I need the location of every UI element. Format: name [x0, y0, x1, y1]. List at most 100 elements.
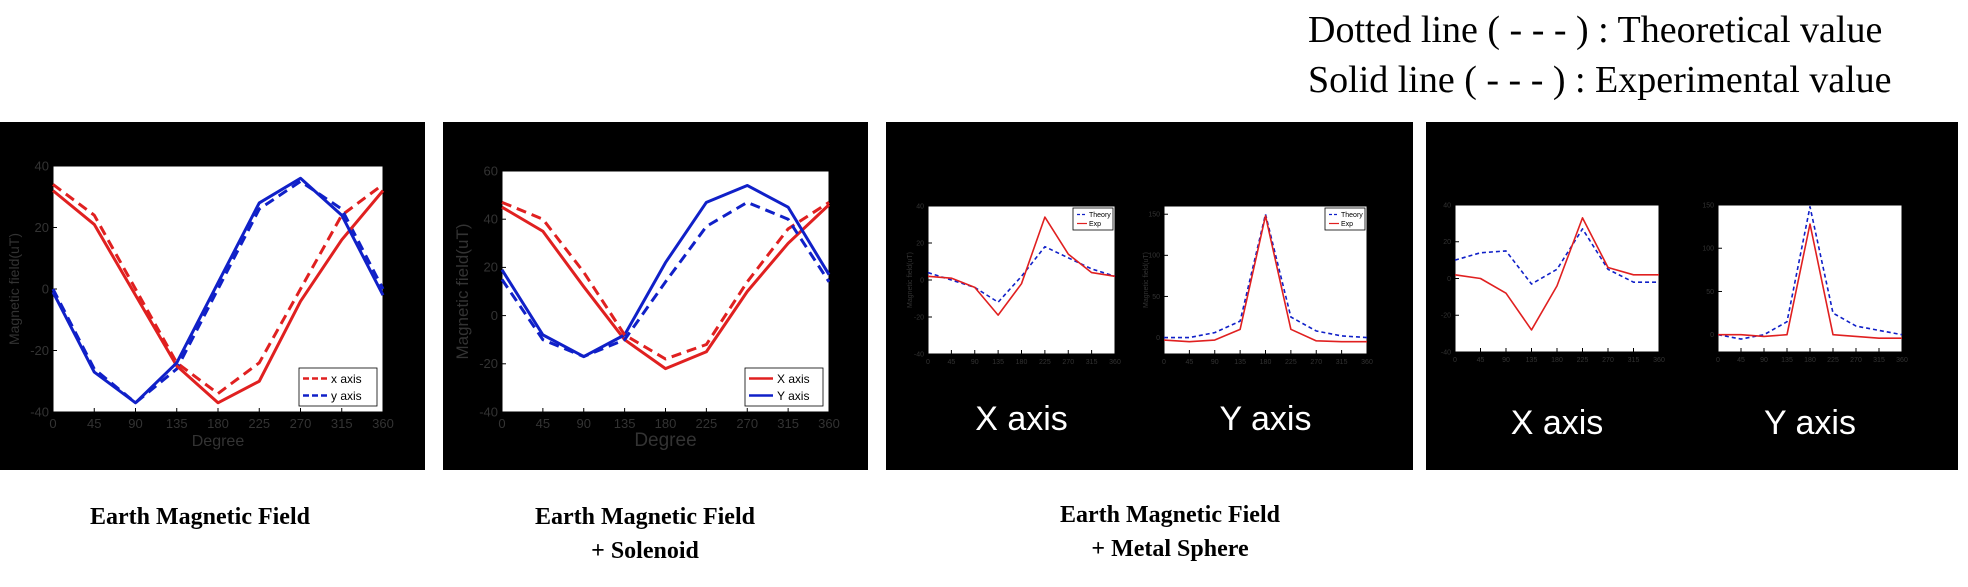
caption-sphere-line2: + Metal Sphere — [1091, 536, 1249, 562]
chart-sphere_y: 0 45 90 135 180 225 270 315 360 0 50 100 150 Magnetic… — [1143, 205, 1373, 438]
series-line-red-solid — [501, 203, 831, 371]
y-tick-label: -20 — [30, 343, 49, 358]
plot-area — [1163, 205, 1368, 355]
y-tick-label: 100 — [1702, 246, 1714, 253]
x-tick-label: 180 — [1260, 359, 1272, 366]
legend-box — [298, 367, 378, 407]
x-tick-label: 135 — [614, 416, 636, 431]
y-tick-label: -40 — [914, 351, 924, 358]
x-tick-label: 360 — [1109, 359, 1121, 366]
legend-label: Theory — [1341, 212, 1363, 219]
caption-earth: Earth Magnetic Field — [90, 504, 310, 530]
y-tick-label: -20 — [1441, 313, 1451, 320]
x-tick-label: 180 — [1016, 359, 1028, 366]
y-tick-label: 40 — [484, 212, 498, 227]
legend-label: x axis — [331, 372, 362, 386]
x-tick-label: 180 — [207, 416, 229, 431]
y-tick-label: 100 — [1148, 253, 1160, 260]
chart-sphere2_x: 0 45 90 135 180 225 270 315 360 -40 -20 0 20 40 X axis — [1441, 202, 1665, 442]
note-solid-line: Solid line ( - - - ) : Experimental valu… — [1308, 59, 1892, 101]
x-tick-label: 315 — [1336, 359, 1348, 366]
plot-area — [1454, 204, 1660, 353]
x-tick-label: 45 — [1477, 357, 1485, 364]
chart-sphere2_y: 0 45 90 135 180 225 270 315 360 0 50 100 150 Y axis — [1702, 202, 1908, 442]
x-tick-label: 0 — [49, 416, 56, 431]
series-line-blue-dashed — [500, 200, 831, 359]
x-tick-label: 225 — [1285, 359, 1297, 366]
y-axis-label: Magnetic field(uT) — [907, 252, 914, 308]
x-tick-label: 270 — [1850, 357, 1862, 364]
y-tick-label: 50 — [1706, 289, 1714, 296]
x-tick-label: 360 — [1653, 357, 1665, 364]
y-tick-label: 0 — [491, 308, 498, 323]
legend-label: Exp — [1089, 221, 1101, 228]
x-tick-label: 0 — [1716, 357, 1720, 364]
x-axis-label: Degree — [192, 433, 245, 450]
x-tick-label: 0 — [498, 416, 505, 431]
y-tick-label: 50 — [1152, 294, 1160, 301]
x-tick-label: 45 — [1185, 359, 1193, 366]
legend-box — [1324, 207, 1366, 231]
x-tick-label: 90 — [577, 416, 591, 431]
x-tick-label: 90 — [1760, 357, 1768, 364]
x-tick-label: 135 — [992, 359, 1004, 366]
x-tick-label: 360 — [818, 416, 840, 431]
x-tick-label: 225 — [248, 416, 270, 431]
legend-label: Exp — [1341, 221, 1353, 228]
x-tick-label: 90 — [1211, 359, 1219, 366]
x-tick-label: 225 — [696, 416, 718, 431]
y-tick-label: -40 — [30, 404, 49, 419]
x-tick-label: 180 — [655, 416, 677, 431]
legend-label: Theory — [1089, 212, 1111, 219]
x-tick-label: 45 — [87, 416, 101, 431]
x-tick-label: 90 — [1502, 357, 1510, 364]
x-tick-label: 270 — [736, 416, 758, 431]
x-tick-label: 45 — [536, 416, 550, 431]
y-tick-label: -20 — [914, 314, 924, 321]
legend-label: X axis — [777, 372, 810, 386]
series-line-red-solid — [52, 189, 385, 405]
x-tick-label: 360 — [372, 416, 394, 431]
series-line-blue-dashed — [1454, 228, 1659, 285]
y-tick-label: 20 — [916, 240, 924, 247]
caption-solenoid-line1: Earth Magnetic Field — [535, 504, 755, 530]
x-tick-label: 90 — [971, 359, 979, 366]
legend-label: Y axis — [777, 389, 809, 403]
y-tick-label: -40 — [479, 404, 498, 419]
series-line-red-dashed — [501, 200, 830, 361]
x-tick-label: 315 — [1628, 357, 1640, 364]
subplot-axis-label: Y axis — [1764, 404, 1856, 442]
x-tick-label: 135 — [1781, 357, 1793, 364]
x-tick-label: 225 — [1827, 357, 1839, 364]
x-tick-label: 315 — [331, 416, 353, 431]
x-tick-label: 0 — [926, 359, 930, 366]
x-tick-label: 270 — [1310, 359, 1322, 366]
x-tick-label: 135 — [1526, 357, 1538, 364]
subplot-axis-label: X axis — [1511, 404, 1604, 442]
x-tick-label: 180 — [1551, 357, 1563, 364]
series-line-red-solid — [1718, 223, 1902, 339]
x-tick-label: 315 — [1086, 359, 1098, 366]
series-line-red-dashed — [52, 183, 384, 396]
subplot-axis-label: Y axis — [1220, 400, 1312, 438]
x-tick-label: 45 — [947, 359, 955, 366]
y-tick-label: 20 — [484, 260, 498, 275]
x-tick-label: 315 — [1873, 357, 1885, 364]
x-tick-label: 270 — [290, 416, 312, 431]
x-tick-label: 315 — [777, 416, 799, 431]
x-tick-label: 135 — [1234, 359, 1246, 366]
x-tick-label: 180 — [1804, 357, 1816, 364]
legend-label: y axis — [331, 389, 362, 403]
y-tick-label: 20 — [35, 220, 49, 235]
x-tick-label: 360 — [1896, 357, 1908, 364]
y-tick-label: 40 — [916, 203, 924, 210]
y-tick-label: 150 — [1702, 202, 1714, 209]
series-line-blue-solid — [500, 183, 831, 359]
series-line-blue-dashed — [927, 245, 1116, 304]
x-tick-label: 45 — [1737, 357, 1745, 364]
x-tick-label: 360 — [1361, 359, 1373, 366]
legend-box — [744, 367, 824, 407]
y-tick-label: -20 — [479, 356, 498, 371]
caption-sphere-line1: Earth Magnetic Field — [1060, 502, 1280, 528]
